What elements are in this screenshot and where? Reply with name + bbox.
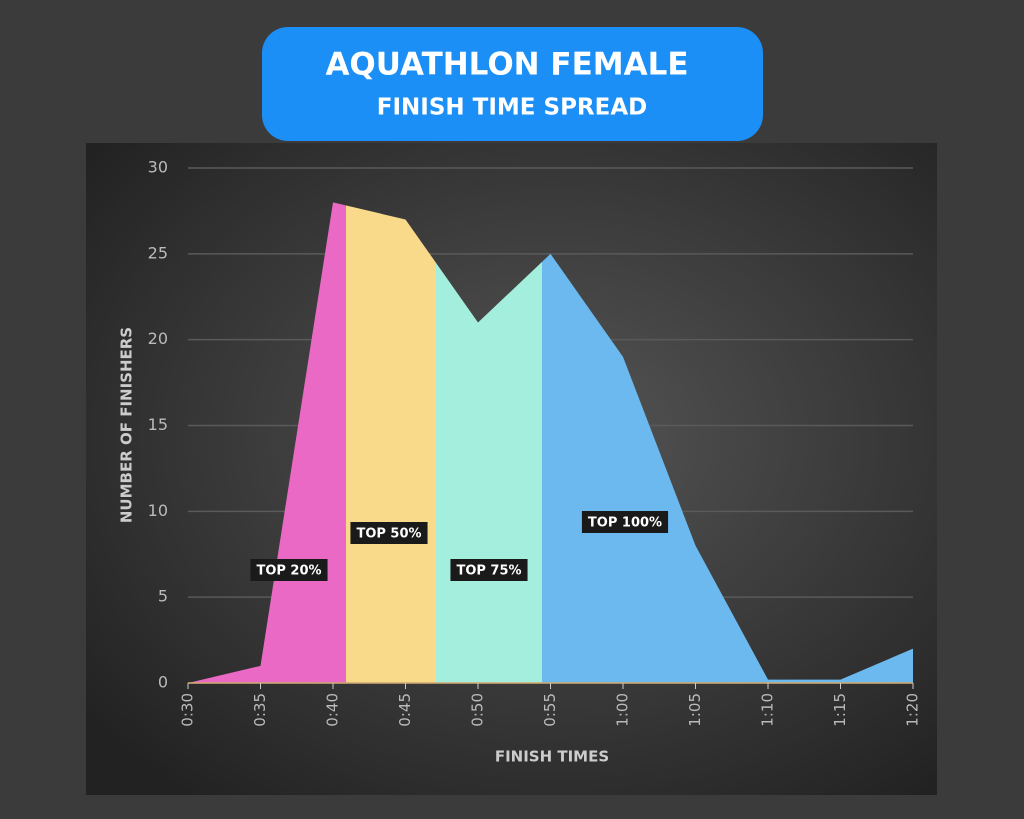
region-label-box (350, 522, 428, 544)
y-tick-label: 0 (158, 673, 168, 692)
x-tick-label: 0:50 (469, 693, 487, 727)
region-label: TOP 20% (256, 564, 321, 579)
y-tick-label: 15 (148, 415, 168, 434)
y-axis-label: NUMBER OF FINISHERS (118, 327, 136, 523)
region-label-box (581, 511, 669, 533)
region-label: TOP 100% (588, 516, 662, 531)
y-tick-label: 30 (148, 158, 168, 177)
region-label-box (450, 559, 528, 581)
x-tick-label: 0:35 (251, 693, 269, 727)
x-tick-label: 0:55 (541, 693, 559, 727)
x-tick-label: 1:00 (614, 693, 632, 727)
x-axis-label: FINISH TIMES (495, 748, 609, 766)
region-label-box (250, 559, 328, 581)
x-tick-label: 1:15 (831, 693, 849, 727)
y-tick-label: 25 (148, 243, 168, 262)
area (188, 202, 913, 684)
x-tick-label: 1:10 (759, 693, 777, 727)
y-tick-label: 10 (148, 501, 168, 520)
region-label: TOP 50% (356, 527, 421, 542)
y-tick-label: 5 (158, 587, 168, 606)
x-tick-label: 0:30 (179, 693, 197, 727)
x-tick-label: 0:40 (324, 693, 342, 727)
x-tick-label: 0:45 (396, 693, 414, 727)
region-label: TOP 75% (456, 564, 521, 579)
y-tick-label: 20 (148, 329, 168, 348)
x-tick-label: 1:05 (686, 693, 704, 727)
title-box (262, 27, 763, 141)
chart-title: AQUATHLON FEMALE (325, 47, 688, 83)
chart-subtitle: FINISH TIME SPREAD (377, 95, 648, 121)
x-tick-label: 1:20 (904, 693, 922, 727)
